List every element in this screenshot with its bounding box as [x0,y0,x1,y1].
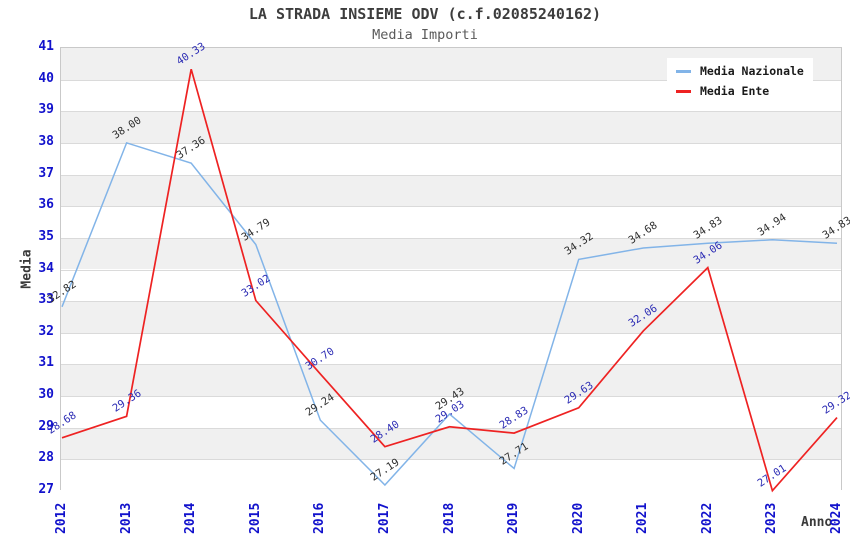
background-band [61,111,841,143]
y-tick-label: 33 [38,292,54,308]
gridline [61,142,841,144]
background-band [61,427,841,460]
y-tick-label: 34 [38,260,54,276]
y-tick-label: 41 [38,39,54,54]
background-band [61,364,841,397]
line-media-ente [61,68,838,493]
legend: Media Nazionale Media Ente [667,58,813,104]
x-tick-label: 2017 [376,502,392,534]
legend-swatch-icon [676,69,691,73]
gridline [61,79,841,81]
legend-item-media-nazionale: Media Nazionale [676,64,804,78]
x-tick-label: 2022 [699,502,715,534]
background-band [61,142,841,175]
x-tick-label: 2014 [183,502,199,534]
y-tick-label: 40 [38,70,54,86]
gridline [61,427,841,429]
x-axis-title: Anno [801,515,833,530]
background-band [61,269,841,302]
chart-title: LA STRADA INSIEME ODV (c.f.02085240162) [248,5,602,23]
background-band [61,332,841,365]
gridline [61,364,841,366]
gridline [61,332,841,334]
gridline [61,206,841,208]
gridline [61,396,841,398]
y-tick-label: 30 [38,387,54,403]
y-tick-label: 37 [38,165,54,181]
gridline [61,237,841,239]
background-band [61,174,841,207]
background-band [61,206,841,238]
x-tick-label: 2015 [247,502,263,534]
line-media-nazionale [61,141,838,487]
gridline [61,174,841,176]
x-tick-label: 2021 [635,502,651,534]
y-tick-label: 31 [38,355,54,371]
legend-swatch-icon [676,89,691,93]
gridline [61,459,841,461]
chart-subtitle: Media Importi [372,27,478,43]
background-band [61,459,841,491]
x-tick-label: 2016 [312,502,328,534]
legend-item-media-ente: Media Ente [676,84,804,98]
x-tick-label: 2013 [118,502,134,534]
gridline [61,111,841,113]
legend-label: Media Ente [700,84,770,98]
x-tick-label: 2012 [54,502,69,534]
y-tick-label: 36 [38,197,54,213]
y-tick-label: 39 [38,102,54,118]
gridline [61,269,841,271]
background-band [61,301,841,333]
gridline [61,301,841,303]
background-band [61,396,841,428]
y-tick-label: 35 [38,228,54,244]
y-tick-label: 32 [38,323,54,339]
y-tick-label: 27 [38,482,54,497]
x-tick-label: 2024 [829,502,844,534]
plot-area: 32.82 38.00 37.36 34.79 29.24 27.19 29.43 27.71… [45,41,850,493]
y-tick-label: 28 [38,450,54,466]
x-tick-label: 2020 [570,502,586,534]
y-tick-label: 38 [38,133,54,149]
x-tick-label: 2023 [764,502,780,534]
legend-label: Media Nazionale [700,64,804,78]
series-lines [61,68,838,493]
x-tick-label: 2018 [441,502,457,534]
y-tick-label: 29 [38,418,54,434]
x-tick-label: 2019 [506,502,522,534]
